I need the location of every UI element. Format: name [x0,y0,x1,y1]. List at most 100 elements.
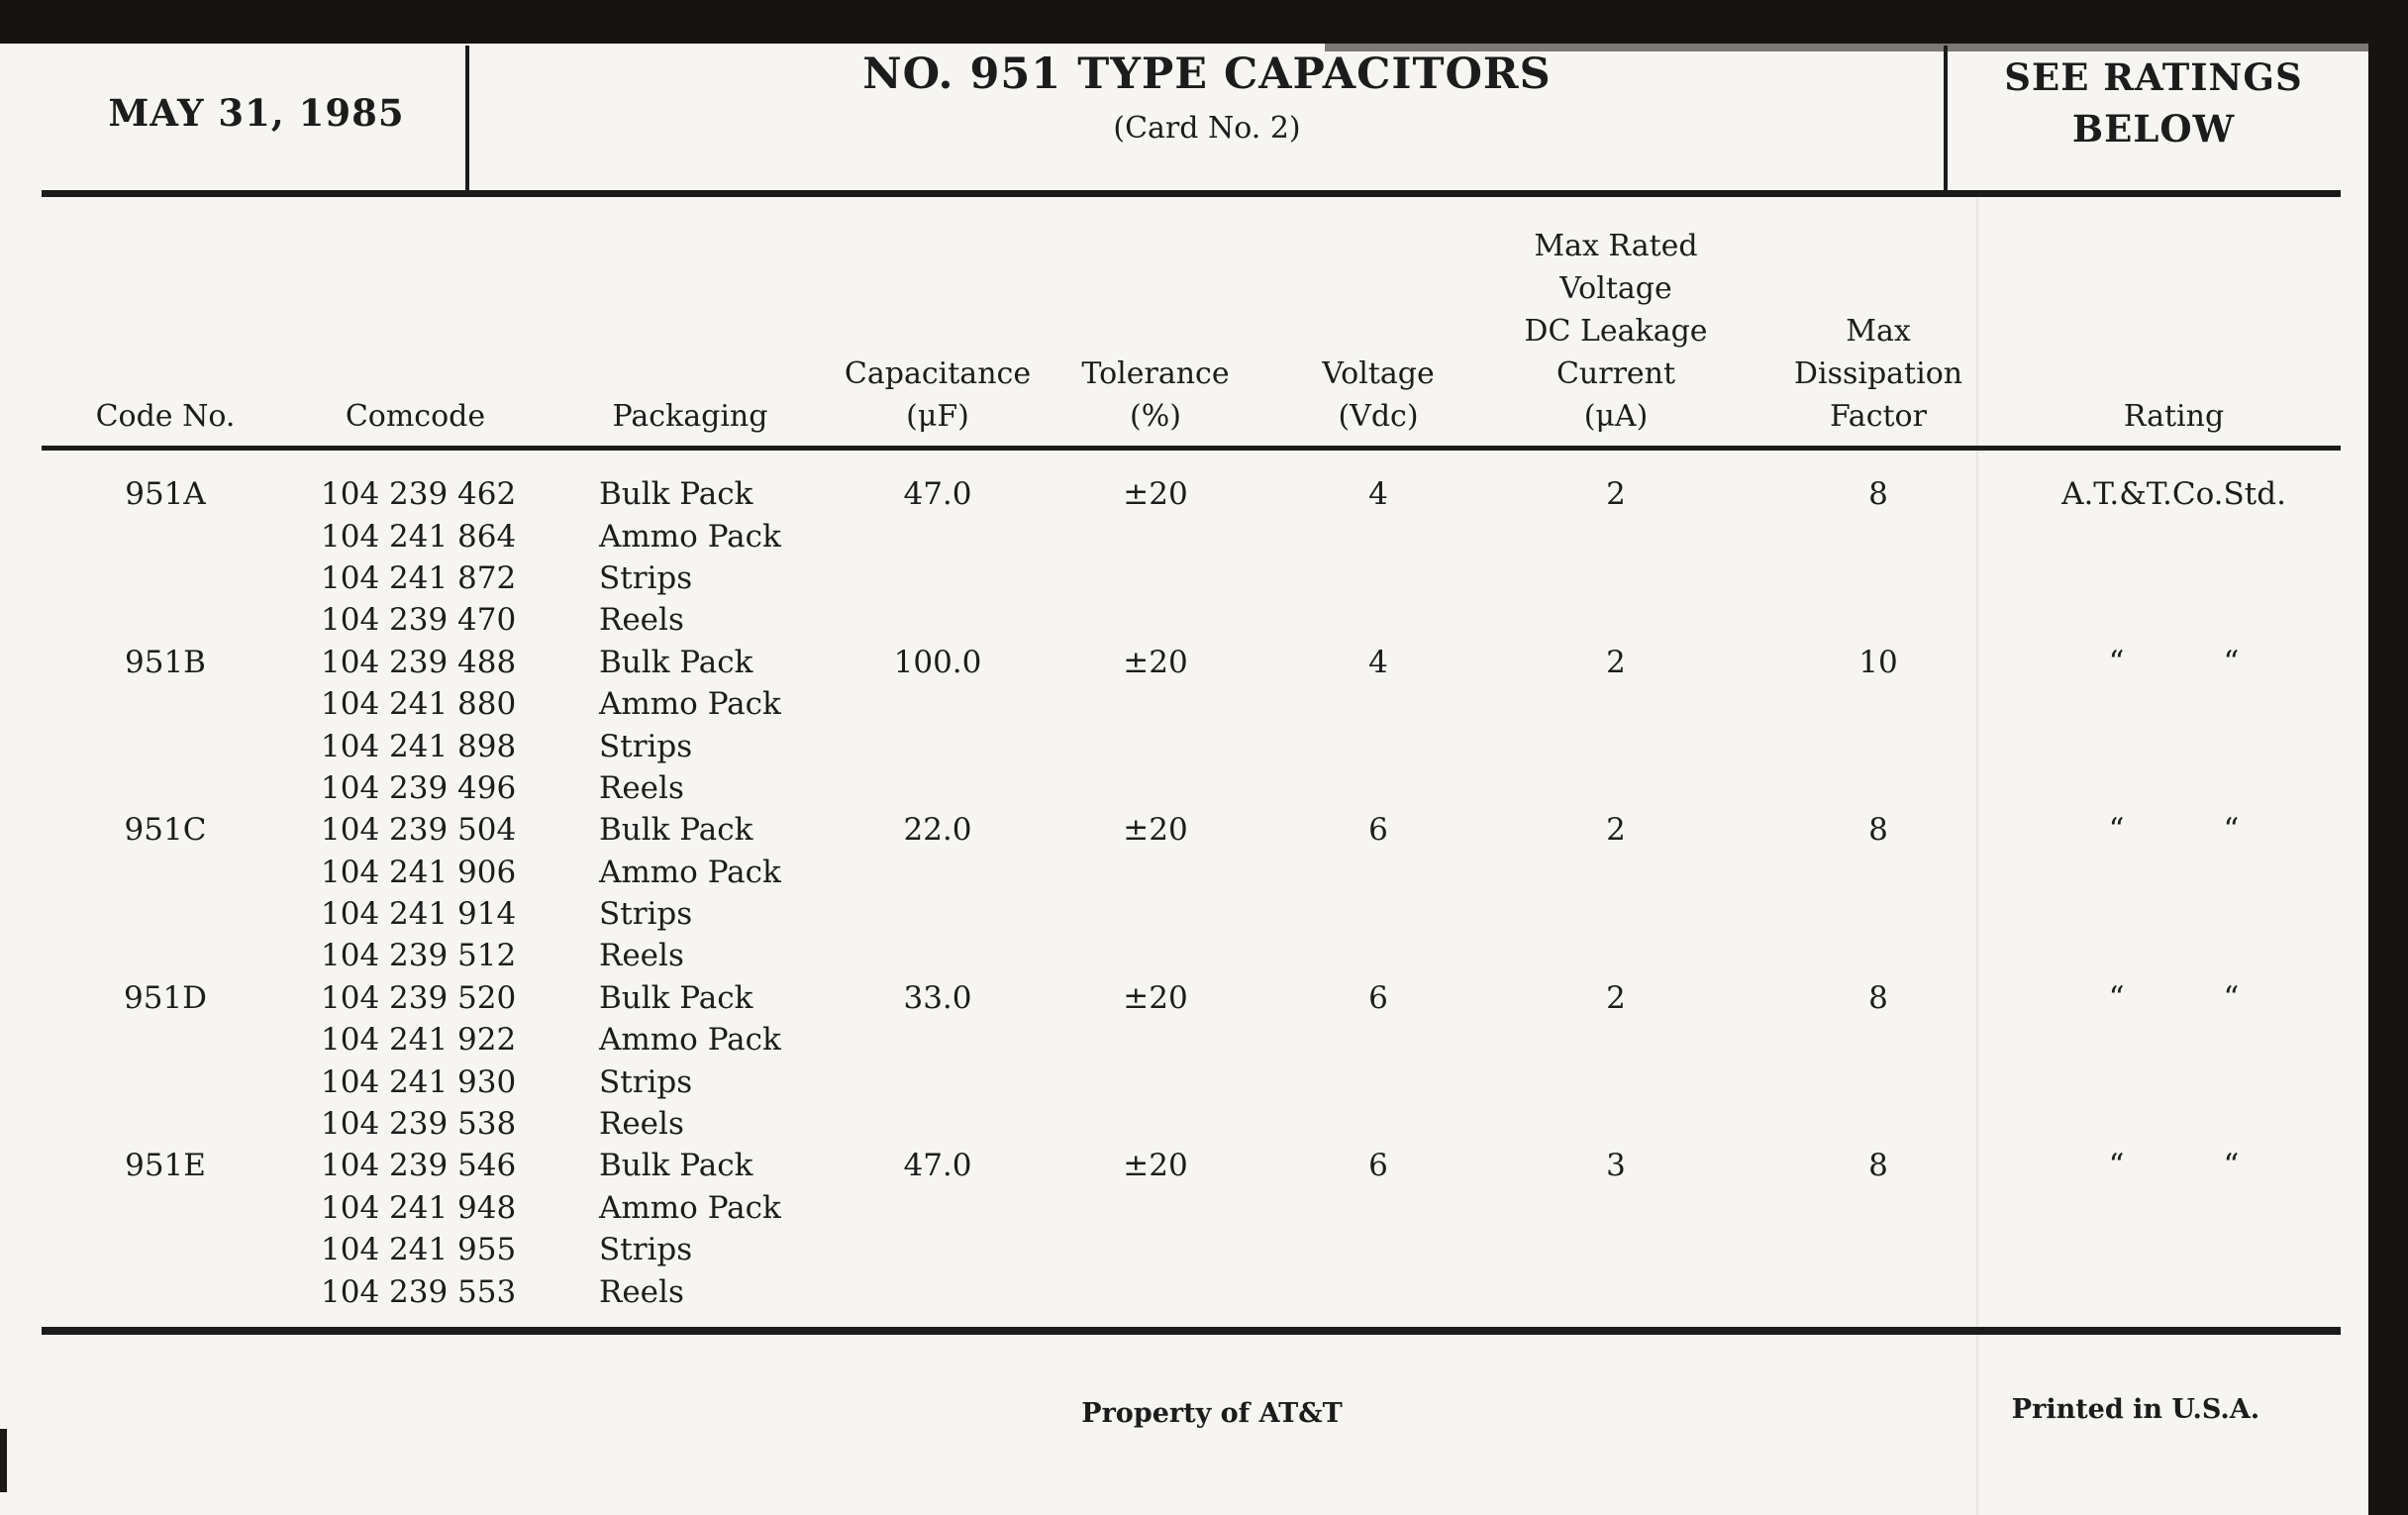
capacitance-cell: 22.0 [903,812,972,849]
table-row: 104 241 864 Ammo Pack [42,515,2341,556]
ditto-mark: “ [2108,979,2125,1016]
rating-cell: A.T.&T.Co.Std. [2061,476,2286,513]
packaging-cell: Strips [599,896,693,933]
comcode-cell: 104 241 955 [321,1232,517,1268]
rating-ditto-cell: “ “ [2007,980,2341,1016]
capacitance-cell: 100.0 [893,644,982,680]
column-headers: Code No. Comcode Packaging Capacitance (… [42,198,2341,440]
comcode-cell: 104 241 914 [321,896,517,933]
packaging-cell: Reels [599,1106,684,1143]
comcode-cell: 104 239 488 [321,644,517,680]
dissipation-factor-cell: 8 [1868,1148,1888,1184]
table-row: 104 239 512 Reels [42,935,2341,976]
packaging-cell: Reels [599,769,684,806]
column-header-line: Voltage [1322,356,1435,391]
code-cell: 951C [124,812,207,849]
column-header-line: DC Leakage [1524,314,1708,349]
table-row: 104 241 872 Strips [42,557,2341,599]
packaging-cell: Bulk Pack [599,979,753,1016]
capacitance-cell: 47.0 [903,476,972,513]
tolerance-cell: ±20 [1123,979,1188,1016]
packaging-cell: Bulk Pack [599,476,753,513]
table-bottom-rule [42,1327,2341,1335]
table-row: 104 239 538 Reels [42,1103,2341,1145]
column-header-rating: Rating [2007,198,2341,440]
column-header-line: Current [1555,356,1676,391]
ditto-mark: “ [2223,979,2240,1016]
table-row: 104 241 948 Ammo Pack [42,1187,2341,1229]
column-header-line: Max Rated [1534,229,1698,263]
leakage-current-cell: 2 [1606,644,1626,680]
code-cell: 951B [125,644,206,680]
dissipation-factor-cell: 8 [1868,476,1888,513]
tolerance-cell: ±20 [1123,644,1188,680]
column-header-line: Factor [1830,399,1927,434]
dissipation-factor-cell: 10 [1858,644,1898,680]
packaging-cell: Strips [599,728,693,764]
packaging-cell: Bulk Pack [599,644,753,680]
voltage-cell: 6 [1368,979,1388,1016]
comcode-cell: 104 239 496 [321,769,517,806]
packaging-cell: Strips [599,559,693,596]
packaging-cell: Strips [599,1232,693,1268]
leakage-current-cell: 3 [1606,1148,1626,1184]
table-row: 104 241 930 Strips [42,1060,2341,1102]
column-header-tolerance: Tolerance (%) [1037,198,1274,440]
scanner-edge-top [0,0,2408,51]
table-row: 104 241 906 Ammo Pack [42,852,2341,893]
packaging-cell: Reels [599,938,684,974]
column-header-line: (μF) [906,399,969,434]
dissipation-factor-cell: 8 [1868,979,1888,1016]
card-number-subtitle: (Card No. 2) [1113,111,1301,146]
column-header-line: Tolerance [1081,356,1230,391]
comcode-cell: 104 239 504 [321,812,517,849]
column-header-voltage: Voltage (Vdc) [1274,198,1482,440]
column-header-line: Dissipation [1793,356,1963,391]
table-row: 104 241 955 Strips [42,1229,2341,1270]
scanner-edge-right [2368,0,2408,1515]
ditto-mark: “ [2108,812,2125,849]
comcode-cell: 104 241 872 [321,559,517,596]
code-cell: 951E [125,1148,206,1184]
voltage-cell: 6 [1368,812,1388,849]
table-row: 104 241 914 Strips [42,893,2341,935]
comcode-cell: 104 241 948 [321,1189,517,1226]
ditto-mark: “ [2108,644,2125,680]
column-header-comcode: Comcode [289,198,542,440]
column-header-line: Comcode [345,399,486,434]
table-row: 104 241 922 Ammo Pack [42,1019,2341,1060]
column-header-leakage-current: Max Rated Voltage DC Leakage Current (μA… [1482,198,1750,440]
column-header-line: (%) [1130,399,1181,434]
voltage-cell: 4 [1368,476,1388,513]
ratings-note-line: BELOW [2071,107,2236,151]
header-divider-left [465,46,469,192]
comcode-cell: 104 241 880 [321,686,517,723]
header-rule [42,190,2341,197]
table-row: 104 241 880 Ammo Pack [42,683,2341,725]
printed-notice: Printed in U.S.A. [2011,1394,2260,1425]
comcode-cell: 104 239 538 [321,1106,517,1143]
packaging-cell: Bulk Pack [599,812,753,849]
packaging-cell: Ammo Pack [599,854,781,890]
column-header-line: Voltage [1559,271,1672,306]
table-row: 104 239 496 Reels [42,767,2341,809]
ditto-mark: “ [2223,812,2240,849]
column-header-line: (Vdc) [1338,399,1419,434]
comcode-cell: 104 239 520 [321,979,517,1016]
leakage-current-cell: 2 [1606,476,1626,513]
rating-ditto-cell: “ “ [2007,645,2341,680]
column-header-rule [42,446,2341,451]
packaging-cell: Ammo Pack [599,686,781,723]
table-row: 951D 104 239 520 Bulk Pack 33.0 ±20 6 2 … [42,977,2341,1019]
tolerance-cell: ±20 [1123,476,1188,513]
card-crease-line [1976,198,1978,1515]
packaging-cell: Strips [599,1063,693,1100]
dissipation-factor-cell: 8 [1868,812,1888,849]
title-block: NO. 951 TYPE CAPACITORS (Card No. 2) [475,50,1939,146]
voltage-cell: 6 [1368,1148,1388,1184]
table-row: 951E 104 239 546 Bulk Pack 47.0 ±20 6 3 … [42,1145,2341,1186]
capacitance-cell: 47.0 [903,1148,972,1184]
column-header-line: (μA) [1583,399,1649,434]
comcode-cell: 104 239 462 [321,476,517,513]
